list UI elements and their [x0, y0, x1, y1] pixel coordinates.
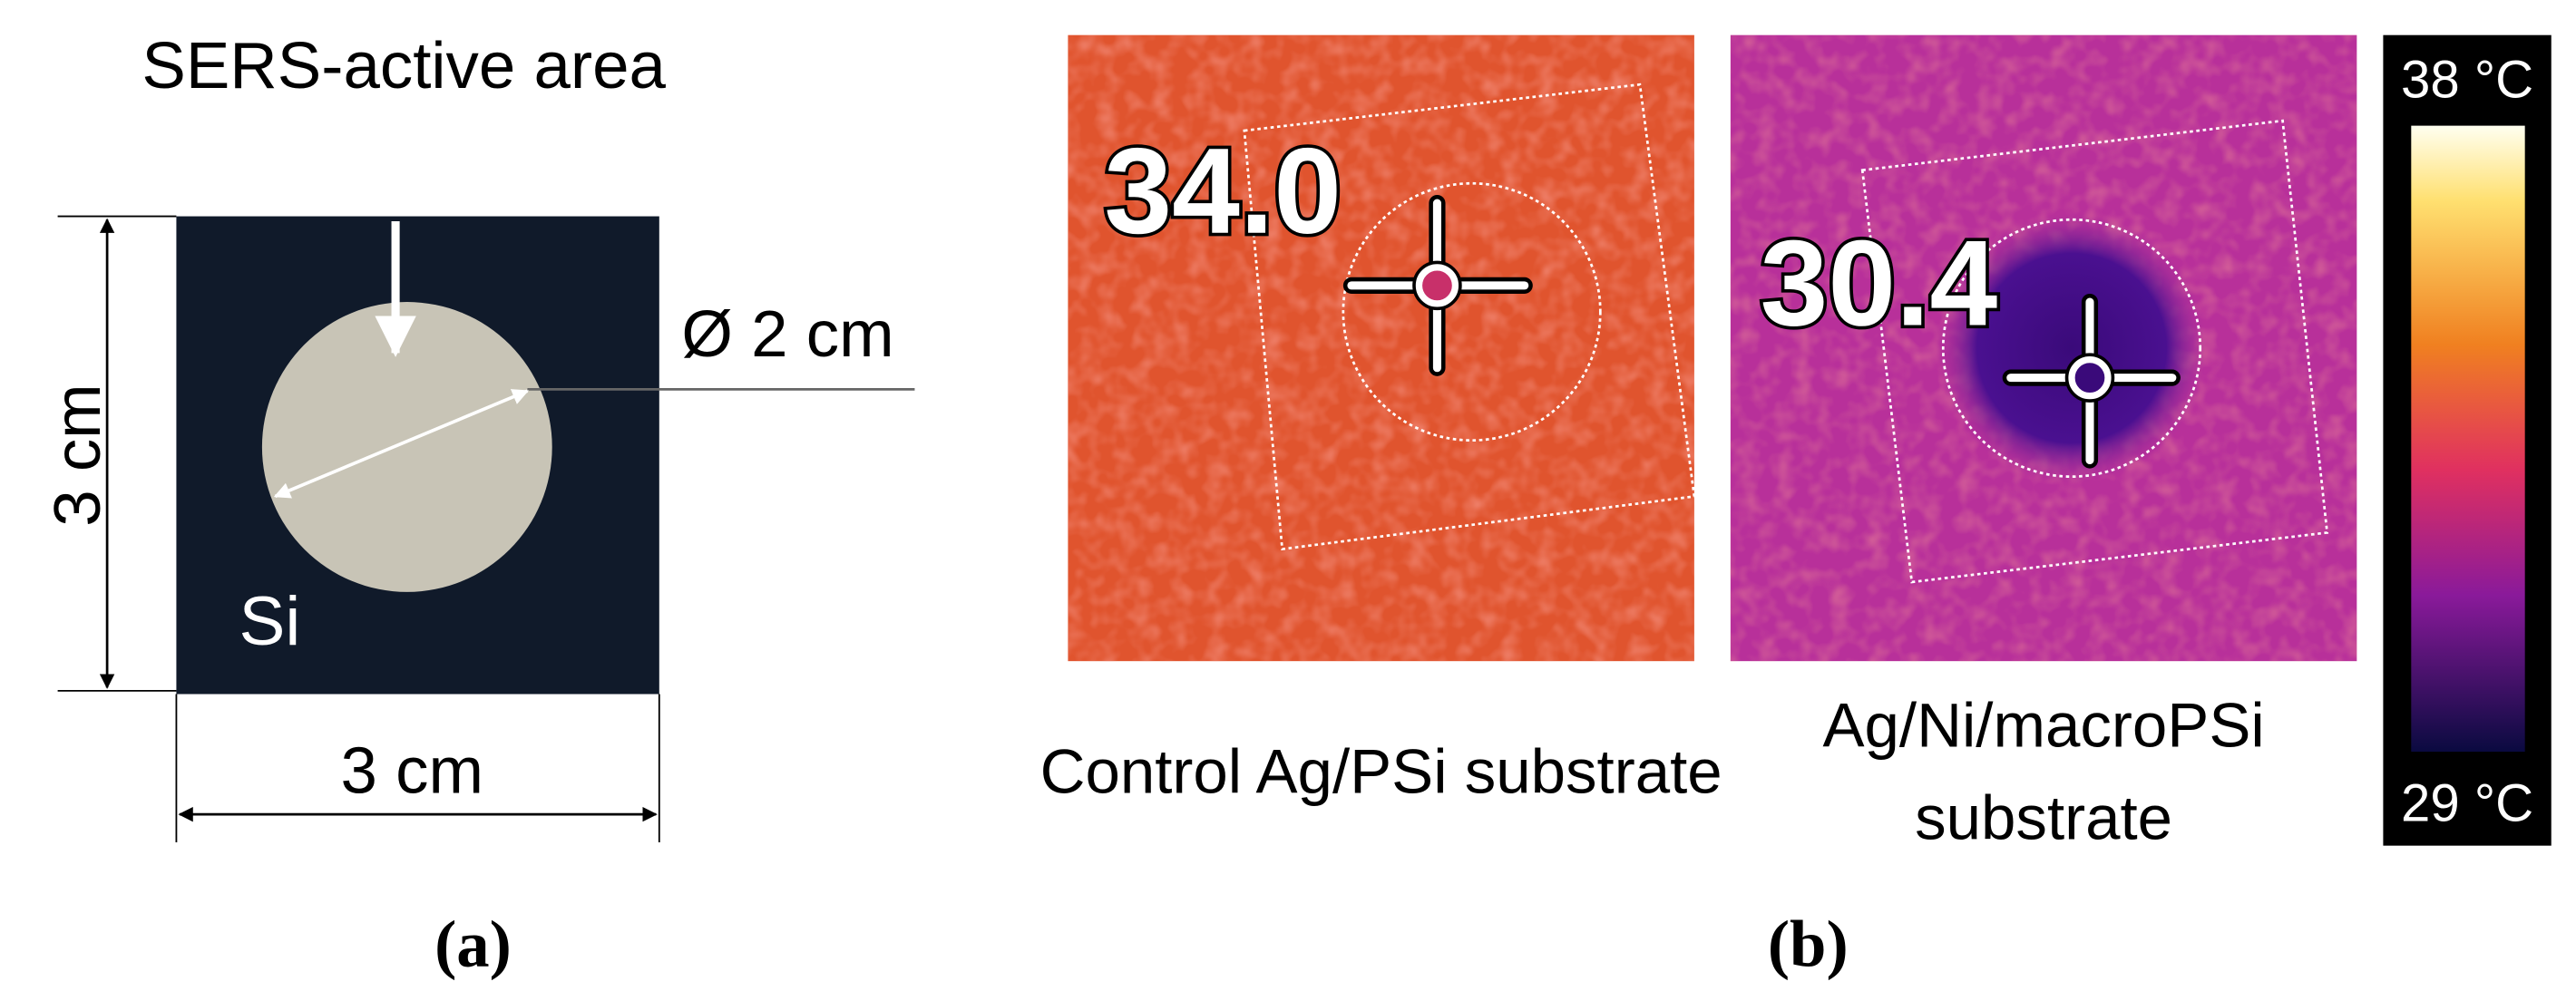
panel-caption: (b) — [1768, 907, 1849, 980]
colorbar-min: 29 °C — [2401, 773, 2533, 832]
panel-caption: (a) — [434, 907, 512, 980]
colorbar-max: 38 °C — [2401, 51, 2533, 110]
colorbar — [2411, 125, 2525, 753]
diameter-label: Ø 2 cm — [681, 297, 893, 371]
temperature-reading: 30.4 — [1761, 215, 1998, 351]
temperature-reading: 34.0 — [1104, 123, 1342, 259]
si-label: Si — [239, 583, 300, 660]
thermal-image — [1730, 34, 2357, 662]
image-caption: substrate — [1915, 782, 2172, 852]
diameter-line — [273, 389, 530, 499]
height-label: 3 cm — [41, 384, 114, 526]
width-label: 3 cm — [341, 734, 483, 808]
image-caption: Control Ag/PSi substrate — [1040, 736, 1722, 807]
image-caption: Ag/Ni/macroPSi — [1823, 690, 2265, 761]
thermal-image — [1068, 34, 1696, 662]
sers-area — [261, 302, 552, 592]
sers-label: SERS-active area — [141, 29, 666, 102]
